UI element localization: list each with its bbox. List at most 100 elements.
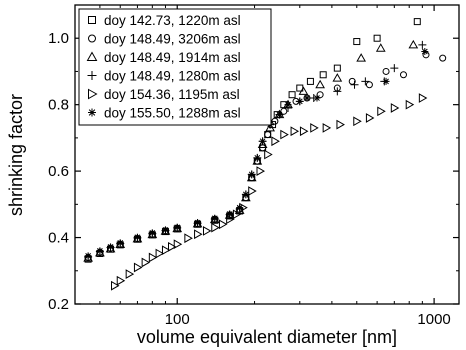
- legend-marker: [88, 34, 96, 43]
- y-tick-label: 0.6: [48, 163, 69, 180]
- data-point: [265, 122, 276, 132]
- data-point: [382, 67, 390, 75]
- data-point: [336, 119, 345, 130]
- data-point: [194, 229, 203, 240]
- legend-marker: [88, 16, 96, 24]
- data-point: [390, 64, 399, 73]
- data-point: [248, 170, 256, 178]
- data-point: [298, 86, 309, 95]
- data-point: [288, 91, 296, 99]
- legend-marker: [88, 108, 96, 117]
- data-point: [168, 241, 177, 252]
- data-point: [141, 257, 151, 268]
- data-point: [264, 149, 273, 160]
- data-point: [303, 94, 311, 102]
- data-point: [356, 53, 367, 62]
- x-axis-ticks: 100 1000: [99, 5, 451, 328]
- data-point: [173, 223, 181, 231]
- data-point: [242, 190, 250, 198]
- y-tick-label: 0.2: [48, 296, 69, 313]
- data-point: [333, 87, 342, 96]
- data-point: [296, 97, 304, 105]
- data-point: [211, 214, 219, 222]
- data-point: [96, 247, 104, 255]
- data-points: [83, 18, 447, 291]
- legend-box: [78, 8, 272, 126]
- data-point: [236, 204, 244, 212]
- data-point: [375, 43, 386, 52]
- legend-label: doy 148.49, 1280m asl: [104, 69, 241, 84]
- data-point: [148, 229, 156, 237]
- data-point: [284, 101, 292, 109]
- y-tick-label: 0.4: [48, 230, 69, 247]
- data-point: [313, 94, 321, 102]
- data-point: [257, 139, 268, 149]
- data-point: [133, 262, 143, 273]
- data-point: [226, 210, 234, 218]
- data-point: [373, 34, 381, 42]
- legend: doy 142.73, 1220m asl doy 148.49, 3206m a…: [78, 8, 272, 126]
- legend-label: doy 148.49, 3206m asl: [104, 32, 241, 47]
- legend-label: doy 154.36, 1195m asl: [104, 87, 240, 102]
- data-point: [382, 77, 390, 85]
- data-point: [116, 239, 124, 247]
- data-point: [116, 275, 126, 286]
- data-point: [125, 269, 135, 279]
- data-point: [271, 136, 280, 147]
- y-tick-label: 1.0: [48, 30, 69, 47]
- data-point: [418, 93, 428, 103]
- data-point: [413, 18, 421, 26]
- data-point: [253, 154, 261, 162]
- data-point: [333, 64, 341, 72]
- data-point: [173, 239, 183, 250]
- data-point: [256, 166, 266, 176]
- legend-label: doy 148.49, 1914m asl: [104, 50, 241, 65]
- data-point: [246, 172, 257, 182]
- y-tick-label: 0.8: [48, 97, 69, 114]
- legend-marker: [87, 71, 97, 80]
- data-point: [202, 226, 212, 236]
- series-5: [111, 93, 428, 291]
- y-axis-ticks: 0.2 0.4 0.6 0.8 1.0: [48, 4, 459, 313]
- data-point: [315, 79, 325, 89]
- x-axis-label: volume equivalent diameter [nm]: [137, 327, 397, 347]
- data-point: [350, 80, 359, 89]
- data-point: [148, 252, 158, 263]
- data-point: [133, 233, 141, 241]
- x-tick-label: 100: [165, 311, 190, 328]
- data-point: [290, 126, 300, 137]
- legend-label: doy 142.73, 1220m asl: [104, 13, 241, 28]
- data-point: [421, 48, 429, 56]
- data-point: [310, 123, 319, 133]
- legend-marker: [86, 51, 98, 61]
- data-point: [306, 77, 314, 85]
- data-point: [439, 54, 447, 62]
- data-point: [377, 106, 386, 117]
- data-point: [194, 219, 202, 227]
- data-point: [264, 131, 272, 139]
- data-point: [353, 116, 362, 127]
- data-point: [399, 71, 407, 79]
- data-point: [211, 222, 220, 233]
- data-point: [299, 126, 309, 137]
- data-point: [259, 137, 267, 145]
- data-point: [218, 219, 228, 230]
- data-point: [319, 71, 327, 79]
- data-point: [332, 73, 343, 82]
- data-point: [232, 209, 242, 220]
- data-point: [161, 245, 171, 256]
- data-point: [322, 123, 332, 133]
- data-point: [107, 243, 115, 251]
- data-point: [161, 226, 169, 234]
- data-point: [155, 248, 165, 259]
- data-point: [361, 77, 370, 86]
- data-point: [248, 186, 257, 196]
- data-point: [280, 129, 289, 140]
- data-point: [240, 192, 251, 202]
- legend-marker: [88, 88, 98, 100]
- data-point: [252, 156, 263, 165]
- data-point: [111, 280, 120, 291]
- x-tick-label: 1000: [417, 311, 450, 328]
- data-point: [418, 40, 427, 49]
- data-point: [275, 111, 283, 119]
